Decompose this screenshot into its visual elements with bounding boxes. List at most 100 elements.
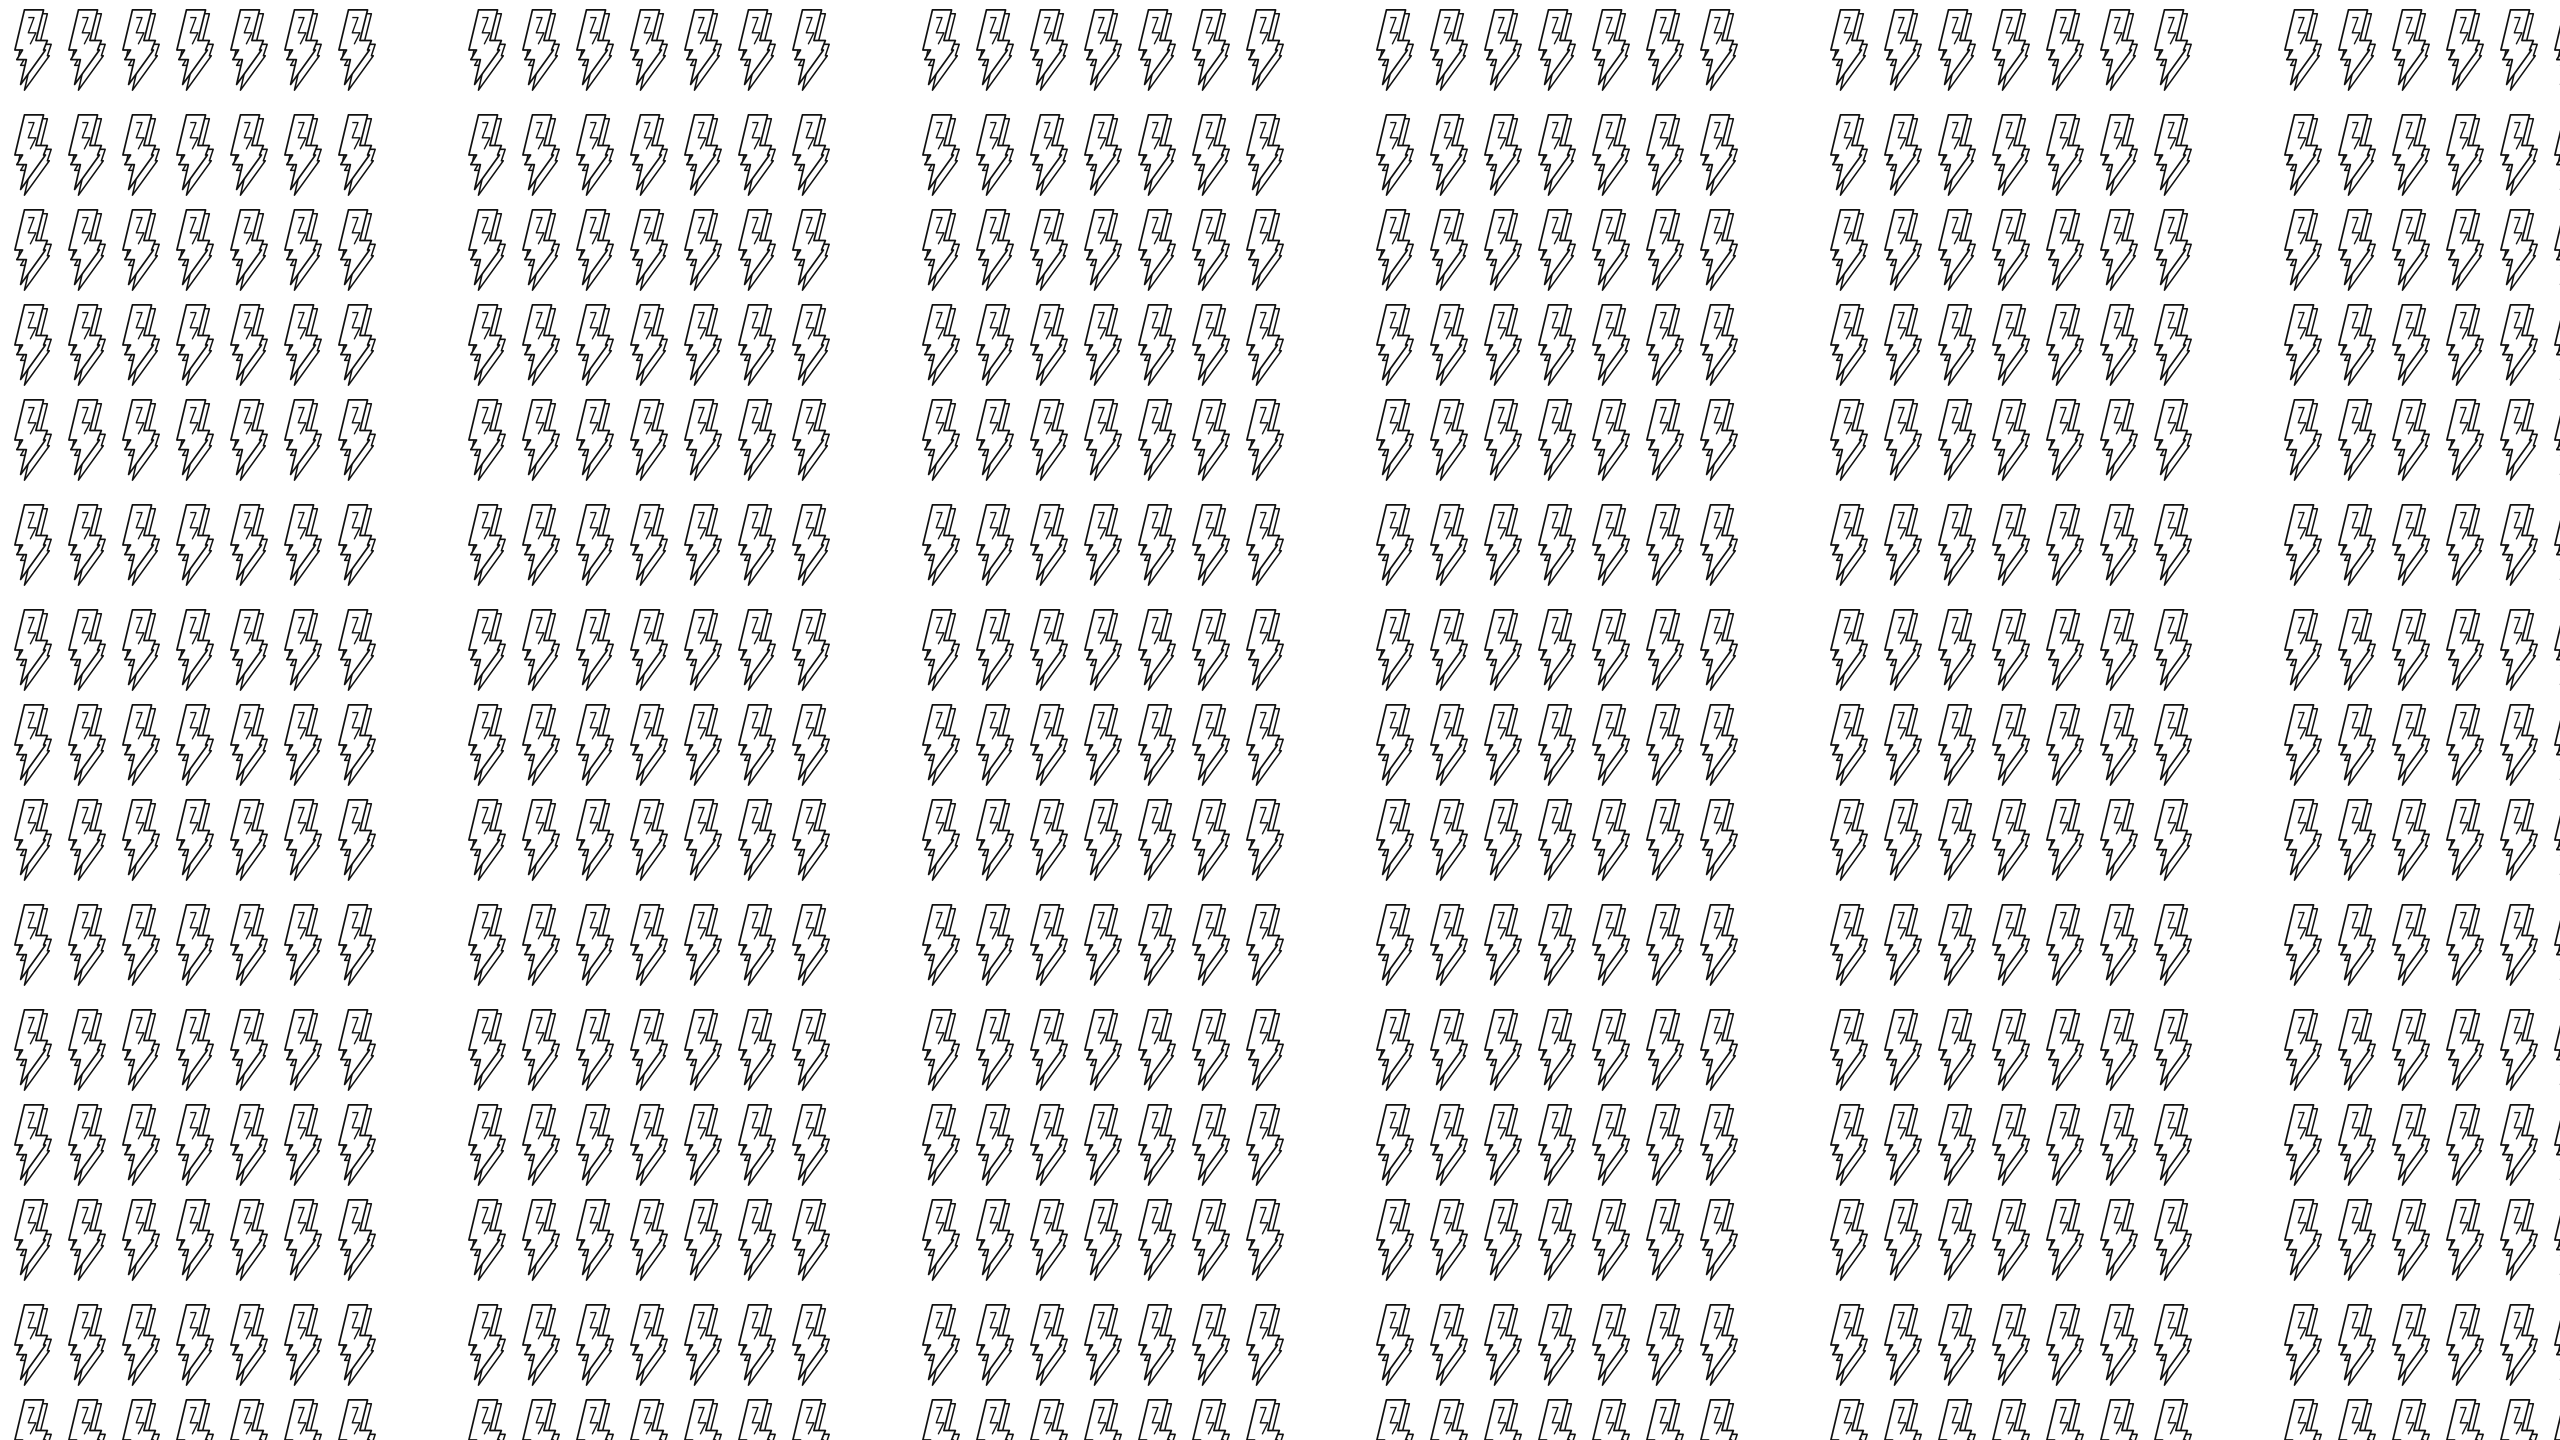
lightning-bolt-icon xyxy=(792,1399,831,1440)
lightning-bolt-icon xyxy=(1592,904,1631,987)
lightning-bolt-icon xyxy=(2100,609,2139,692)
lightning-bolt-icon xyxy=(1192,209,1231,292)
lightning-bolt-icon xyxy=(630,904,669,987)
lightning-bolt-icon xyxy=(176,704,215,787)
lightning-bolt-icon xyxy=(284,399,323,482)
lightning-bolt-icon xyxy=(176,1399,215,1440)
lightning-bolt-icon xyxy=(284,209,323,292)
lightning-bolt-icon xyxy=(1884,1104,1923,1187)
lightning-bolt-icon xyxy=(2392,399,2431,482)
lightning-bolt-icon xyxy=(1646,504,1685,587)
lightning-bolt-icon xyxy=(14,609,53,692)
lightning-bolt-icon xyxy=(1484,1199,1523,1282)
lightning-bolt-icon xyxy=(1084,1104,1123,1187)
lightning-bolt-icon xyxy=(1084,304,1123,387)
lightning-bolt-icon xyxy=(2446,904,2485,987)
lightning-bolt-icon xyxy=(2338,114,2377,197)
lightning-bolt-icon xyxy=(2500,1104,2539,1187)
lightning-bolt-icon xyxy=(2500,799,2539,882)
lightning-bolt-icon xyxy=(1484,704,1523,787)
lightning-bolt-icon xyxy=(230,9,269,92)
lightning-bolt-icon xyxy=(522,1399,561,1440)
lightning-bolt-icon xyxy=(1030,304,1069,387)
lightning-bolt-icon xyxy=(1138,799,1177,882)
lightning-bolt-icon xyxy=(1830,9,1869,92)
lightning-bolt-icon xyxy=(684,904,723,987)
lightning-bolt-icon xyxy=(2554,504,2560,587)
lightning-bolt-icon xyxy=(2446,799,2485,882)
lightning-bolt-icon xyxy=(1646,904,1685,987)
lightning-bolt-icon xyxy=(922,609,961,692)
lightning-bolt-icon xyxy=(2554,609,2560,692)
lightning-bolt-icon xyxy=(1538,9,1577,92)
lightning-bolt-icon xyxy=(1700,304,1739,387)
lightning-bolt-icon xyxy=(468,1199,507,1282)
lightning-bolt-icon xyxy=(468,1104,507,1187)
lightning-bolt-icon xyxy=(1992,1399,2031,1440)
lightning-bolt-icon xyxy=(122,704,161,787)
lightning-bolt-icon xyxy=(2046,609,2085,692)
lightning-bolt-icon xyxy=(1030,504,1069,587)
lightning-bolt-icon xyxy=(792,609,831,692)
lightning-bolt-icon xyxy=(2284,704,2323,787)
lightning-bolt-icon xyxy=(576,1104,615,1187)
lightning-bolt-icon xyxy=(1376,1199,1415,1282)
lightning-bolt-icon xyxy=(1376,704,1415,787)
lightning-bolt-icon xyxy=(1376,504,1415,587)
lightning-bolt-icon xyxy=(1192,1104,1231,1187)
lightning-bolt-icon xyxy=(1938,1304,1977,1387)
lightning-bolt-icon xyxy=(1538,399,1577,482)
lightning-bolt-icon xyxy=(230,504,269,587)
lightning-bolt-icon xyxy=(792,504,831,587)
lightning-bolt-icon xyxy=(1592,1304,1631,1387)
lightning-bolt-icon xyxy=(2100,1399,2139,1440)
lightning-bolt-icon xyxy=(14,209,53,292)
lightning-bolt-icon xyxy=(122,1009,161,1092)
lightning-bolt-icon xyxy=(176,304,215,387)
lightning-bolt-icon xyxy=(2154,1199,2193,1282)
lightning-bolt-icon xyxy=(2046,799,2085,882)
lightning-bolt-icon xyxy=(738,1009,777,1092)
lightning-bolt-icon xyxy=(68,304,107,387)
lightning-bolt-icon xyxy=(576,1304,615,1387)
lightning-bolt-icon xyxy=(2100,1009,2139,1092)
lightning-bolt-icon xyxy=(922,209,961,292)
lightning-bolt-icon xyxy=(1538,1399,1577,1440)
lightning-bolt-icon xyxy=(1484,609,1523,692)
lightning-bolt-icon xyxy=(2046,209,2085,292)
lightning-bolt-icon xyxy=(792,1304,831,1387)
lightning-bolt-icon xyxy=(284,799,323,882)
lightning-bolt-icon xyxy=(2446,1199,2485,1282)
lightning-bolt-icon xyxy=(2154,114,2193,197)
lightning-bolt-icon xyxy=(2284,799,2323,882)
lightning-bolt-icon xyxy=(2154,209,2193,292)
lightning-bolt-icon xyxy=(1084,114,1123,197)
lightning-bolt-icon xyxy=(1992,209,2031,292)
lightning-bolt-icon xyxy=(1192,1199,1231,1282)
lightning-bolt-icon xyxy=(2100,399,2139,482)
lightning-bolt-icon xyxy=(2046,114,2085,197)
lightning-bolt-icon xyxy=(2284,609,2323,692)
lightning-bolt-icon xyxy=(1030,799,1069,882)
lightning-bolt-icon xyxy=(2284,904,2323,987)
lightning-bolt-icon xyxy=(2338,1304,2377,1387)
lightning-bolt-icon xyxy=(684,1304,723,1387)
lightning-bolt-icon xyxy=(2100,1104,2139,1187)
lightning-bolt-icon xyxy=(122,209,161,292)
lightning-bolt-icon xyxy=(522,799,561,882)
lightning-bolt-icon xyxy=(1700,399,1739,482)
lightning-bolt-icon xyxy=(1430,504,1469,587)
lightning-bolt-icon xyxy=(1376,609,1415,692)
lightning-bolt-icon xyxy=(684,114,723,197)
lightning-bolt-icon xyxy=(2500,1399,2539,1440)
lightning-bolt-icon xyxy=(468,209,507,292)
lightning-bolt-icon xyxy=(1830,1399,1869,1440)
lightning-bolt-icon xyxy=(14,9,53,92)
lightning-bolt-icon xyxy=(1938,209,1977,292)
lightning-bolt-icon xyxy=(1192,114,1231,197)
lightning-bolt-icon xyxy=(1938,799,1977,882)
lightning-bolt-icon xyxy=(1030,114,1069,197)
lightning-bolt-icon xyxy=(1138,704,1177,787)
lightning-bolt-icon xyxy=(2284,1104,2323,1187)
lightning-bolt-icon xyxy=(576,704,615,787)
